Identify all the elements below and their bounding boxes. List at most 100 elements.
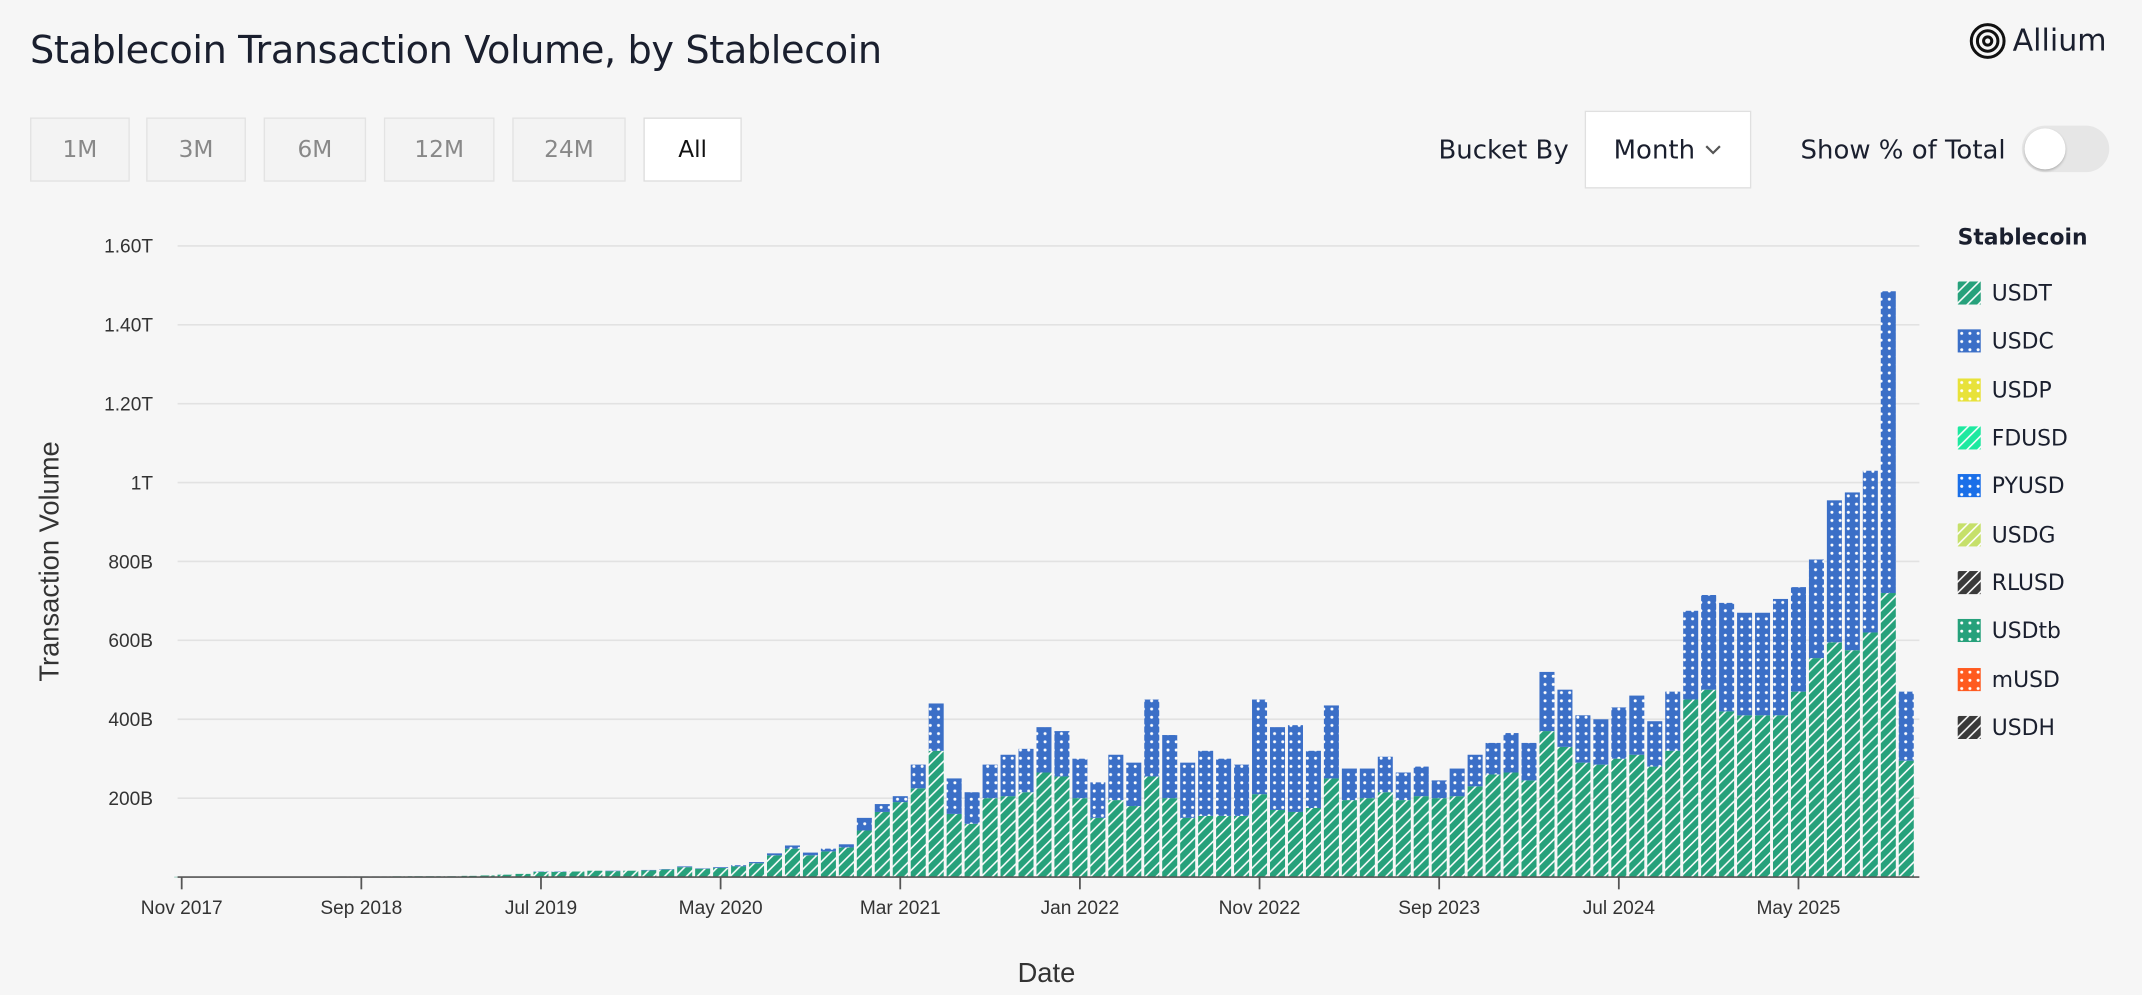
bar-usdc[interactable] — [1504, 733, 1519, 772]
bar-stack[interactable] — [1378, 757, 1393, 877]
bar-usdt[interactable] — [1018, 792, 1033, 877]
bar-usdt[interactable] — [1180, 818, 1195, 877]
bar-usdt[interactable] — [965, 824, 980, 877]
show-percent-toggle[interactable] — [2022, 126, 2109, 172]
bar-stack[interactable] — [1629, 696, 1644, 877]
bar-stack[interactable] — [983, 765, 998, 877]
bar-stack[interactable] — [1396, 773, 1411, 878]
bar-usdc[interactable] — [1468, 755, 1483, 787]
bar-usdt[interactable] — [1288, 812, 1303, 877]
legend-item-usdp[interactable]: USDP — [1958, 366, 2088, 414]
bar-usdc[interactable] — [1809, 559, 1824, 658]
bar-usdt[interactable] — [731, 866, 746, 877]
bar-usdt[interactable] — [1647, 767, 1662, 877]
bar-usdc[interactable] — [965, 792, 980, 824]
bar-usdt[interactable] — [1252, 794, 1267, 877]
bar-usdt[interactable] — [1845, 650, 1860, 877]
bar-stack[interactable] — [569, 872, 584, 878]
bar-stack[interactable] — [965, 792, 980, 877]
bar-stack[interactable] — [1845, 492, 1860, 877]
bar-stack[interactable] — [1306, 751, 1321, 877]
bar-stack[interactable] — [1683, 611, 1698, 877]
bar-usdt[interactable] — [623, 871, 638, 877]
bar-usdt[interactable] — [1396, 800, 1411, 877]
bar-usdc[interactable] — [1054, 731, 1069, 776]
bar-usdc[interactable] — [1018, 749, 1033, 792]
bar-stack[interactable] — [605, 871, 620, 877]
bar-stack[interactable] — [1611, 707, 1626, 877]
bar-usdc[interactable] — [1288, 725, 1303, 812]
bar-usdt[interactable] — [1809, 658, 1824, 877]
bar-stack[interactable] — [1216, 759, 1231, 877]
bar-usdt[interactable] — [659, 870, 674, 877]
bar-usdt[interactable] — [1863, 632, 1878, 877]
bar-usdt[interactable] — [1001, 796, 1016, 877]
bar-usdc[interactable] — [1450, 769, 1465, 797]
bar-usdc[interactable] — [1521, 743, 1536, 780]
bar-stack[interactable] — [1827, 500, 1842, 877]
bar-usdt[interactable] — [1216, 816, 1231, 877]
bar-usdc[interactable] — [1719, 603, 1734, 711]
bar-usdt[interactable] — [1072, 798, 1087, 877]
bar-stack[interactable] — [1504, 733, 1519, 877]
bar-usdt[interactable] — [1557, 747, 1572, 877]
bar-stack[interactable] — [1701, 595, 1716, 877]
bar-usdt[interactable] — [875, 812, 890, 877]
bar-stack[interactable] — [1557, 690, 1572, 877]
bar-usdt[interactable] — [803, 855, 818, 877]
bar-usdc[interactable] — [1845, 492, 1860, 650]
bar-stack[interactable] — [1432, 780, 1447, 877]
bar-stack[interactable] — [785, 845, 800, 877]
bar-usdt[interactable] — [713, 868, 728, 877]
bar-usdc[interactable] — [1180, 763, 1195, 818]
bar-usdt[interactable] — [1342, 800, 1357, 877]
bar-stack[interactable] — [1162, 735, 1177, 877]
bar-usdt[interactable] — [1611, 759, 1626, 877]
bar-usdt[interactable] — [1432, 798, 1447, 877]
bar-usdc[interactable] — [1432, 780, 1447, 798]
bar-stack[interactable] — [1072, 759, 1087, 877]
bar-usdc[interactable] — [1791, 587, 1806, 692]
bar-usdc[interactable] — [1108, 755, 1123, 800]
bar-usdt[interactable] — [1827, 642, 1842, 877]
bar-usdc[interactable] — [1539, 672, 1554, 731]
bar-stack[interactable] — [1755, 613, 1770, 877]
bar-stack[interactable] — [695, 868, 710, 877]
bar-stack[interactable] — [1252, 700, 1267, 878]
bar-stack[interactable] — [1539, 672, 1554, 877]
bar-usdc[interactable] — [1414, 767, 1429, 797]
bar-usdc[interactable] — [1629, 696, 1644, 755]
legend-item-pyusd[interactable]: PYUSD — [1958, 462, 2088, 510]
bar-stack[interactable] — [677, 866, 692, 877]
bar-usdc[interactable] — [1252, 700, 1267, 795]
bar-usdt[interactable] — [1126, 806, 1141, 877]
bar-usdc[interactable] — [713, 867, 728, 868]
bar-usdt[interactable] — [1504, 773, 1519, 878]
bar-usdt[interactable] — [1198, 816, 1213, 877]
bar-usdc[interactable] — [749, 862, 764, 863]
bar-stack[interactable] — [749, 862, 764, 877]
bar-usdc[interactable] — [893, 796, 908, 802]
bar-usdc[interactable] — [1306, 751, 1321, 808]
bar-usdt[interactable] — [1737, 715, 1752, 877]
bar-stack[interactable] — [713, 867, 728, 877]
legend-item-musd[interactable]: mUSD — [1958, 655, 2088, 703]
bar-stack[interactable] — [1342, 769, 1357, 877]
bar-usdc[interactable] — [1665, 692, 1680, 751]
bar-usdc[interactable] — [1324, 705, 1339, 778]
bar-usdc[interactable] — [947, 778, 962, 814]
bar-stack[interactable] — [551, 872, 566, 878]
bar-usdc[interactable] — [929, 703, 944, 750]
bar-usdt[interactable] — [1719, 711, 1734, 877]
bar-usdc[interactable] — [731, 865, 746, 866]
bar-usdt[interactable] — [1575, 763, 1590, 877]
bar-usdt[interactable] — [1324, 778, 1339, 877]
bar-stack[interactable] — [1486, 743, 1501, 877]
bar-usdt[interactable] — [1306, 808, 1321, 877]
bar-stack[interactable] — [1791, 587, 1806, 877]
bar-usdc[interactable] — [767, 853, 782, 855]
bar-stack[interactable] — [1881, 291, 1896, 877]
bar-usdc[interactable] — [1755, 613, 1770, 716]
bar-usdt[interactable] — [1108, 800, 1123, 877]
bar-stack[interactable] — [1809, 559, 1824, 877]
